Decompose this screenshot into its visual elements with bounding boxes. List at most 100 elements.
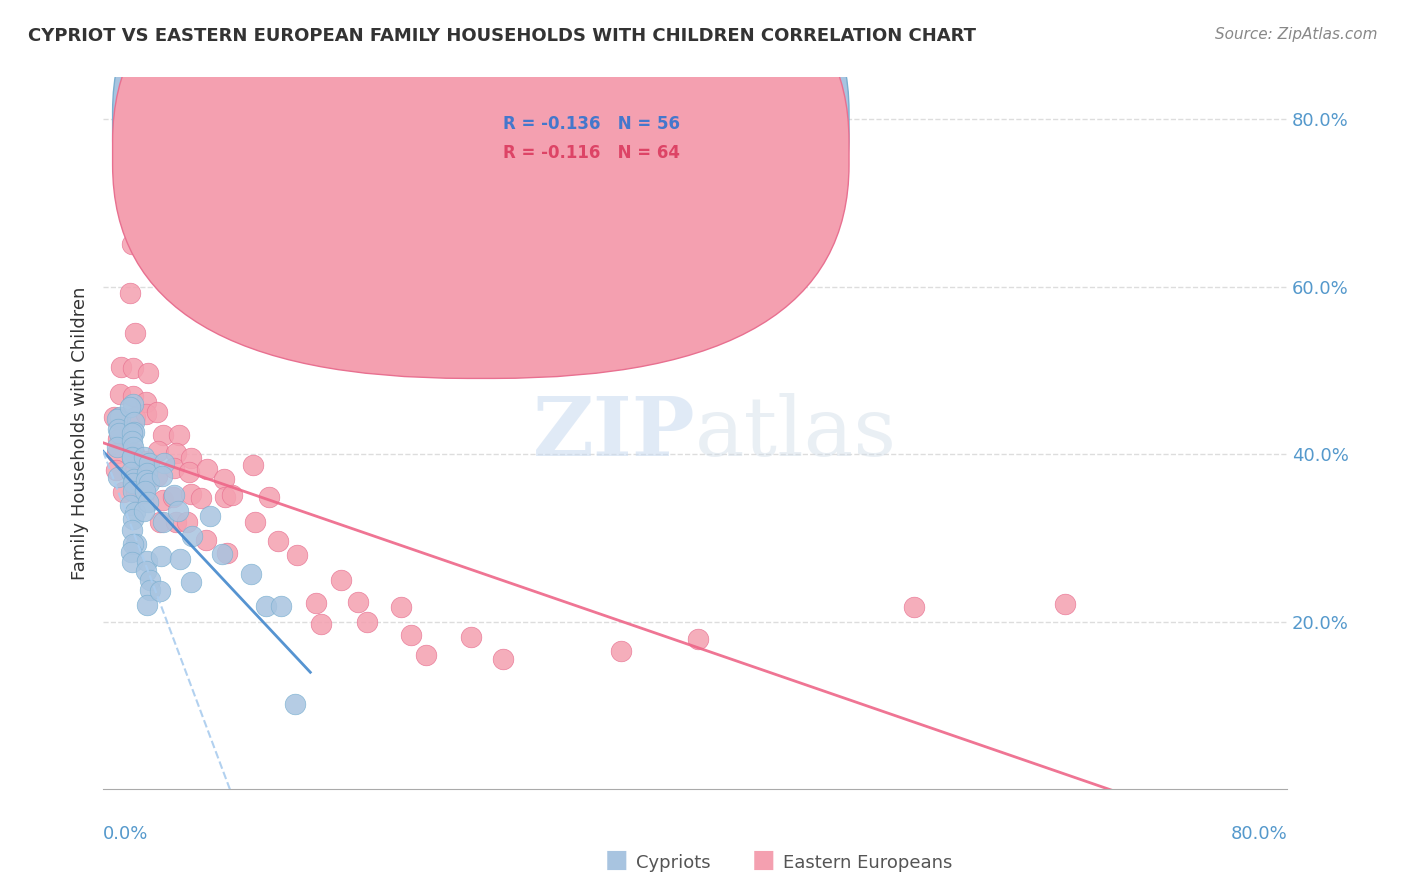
Point: [149, 584, 172, 599]
Point: [122, 472, 145, 486]
Point: [107, 411, 129, 425]
Point: [134, 486, 156, 500]
Point: [121, 537, 143, 551]
Point: [125, 537, 148, 551]
Point: [134, 483, 156, 498]
Point: [121, 523, 143, 537]
Point: [686, 632, 709, 647]
Point: [122, 361, 145, 376]
Point: [198, 509, 221, 524]
Point: [108, 386, 131, 401]
Point: [399, 628, 422, 642]
Point: [152, 515, 174, 529]
Point: [190, 491, 212, 505]
Text: Eastern Europeans: Eastern Europeans: [783, 855, 952, 872]
Point: [165, 515, 187, 529]
Point: [136, 462, 159, 476]
Point: [180, 487, 202, 501]
Point: [105, 412, 128, 426]
Point: [211, 547, 233, 561]
Point: [105, 440, 128, 454]
Point: [138, 456, 160, 470]
Point: [167, 427, 190, 442]
Point: [356, 615, 378, 629]
Text: Source: ZipAtlas.com: Source: ZipAtlas.com: [1215, 27, 1378, 42]
Text: R = -0.136   N = 56: R = -0.136 N = 56: [503, 115, 681, 133]
Point: [215, 546, 238, 560]
Point: [121, 555, 143, 569]
Point: [136, 495, 159, 509]
Point: [122, 475, 145, 490]
Point: [195, 462, 218, 476]
Point: [415, 648, 437, 662]
Point: [180, 450, 202, 465]
Point: [121, 434, 143, 448]
Point: [124, 409, 146, 424]
Point: [121, 425, 143, 440]
Point: [152, 493, 174, 508]
Text: ■: ■: [752, 848, 776, 872]
FancyBboxPatch shape: [112, 0, 849, 350]
Point: [1053, 597, 1076, 611]
Point: [492, 652, 515, 666]
Point: [135, 407, 157, 421]
Point: [149, 516, 172, 530]
Point: [120, 400, 142, 414]
Point: [242, 458, 264, 472]
Point: [165, 446, 187, 460]
Point: [107, 432, 129, 446]
Text: Cypriots: Cypriots: [636, 855, 710, 872]
Point: [120, 544, 142, 558]
Point: [138, 476, 160, 491]
Point: [195, 533, 218, 547]
Point: [145, 468, 167, 483]
Text: 0.0%: 0.0%: [103, 824, 149, 843]
Point: [610, 644, 633, 658]
Text: R = -0.116   N = 64: R = -0.116 N = 64: [503, 144, 681, 161]
Point: [309, 617, 332, 632]
Point: [146, 405, 169, 419]
FancyBboxPatch shape: [112, 0, 849, 378]
Point: [122, 425, 145, 439]
Point: [135, 466, 157, 480]
Point: [212, 472, 235, 486]
Point: [162, 491, 184, 505]
Point: [163, 488, 186, 502]
Point: [107, 470, 129, 484]
Point: [176, 515, 198, 529]
Point: [150, 549, 173, 564]
Point: [903, 599, 925, 614]
Text: ZIP: ZIP: [533, 393, 695, 474]
Point: [330, 573, 353, 587]
Point: [122, 467, 145, 481]
Point: [121, 450, 143, 465]
Point: [257, 490, 280, 504]
Y-axis label: Family Households with Children: Family Households with Children: [72, 286, 89, 580]
Point: [214, 490, 236, 504]
Point: [148, 443, 170, 458]
Point: [240, 566, 263, 581]
Text: 80.0%: 80.0%: [1230, 824, 1286, 843]
Point: [121, 451, 143, 466]
Point: [110, 360, 132, 375]
Point: [134, 450, 156, 465]
Point: [134, 504, 156, 518]
Point: [135, 395, 157, 409]
Point: [389, 599, 412, 614]
Point: [169, 552, 191, 566]
Point: [347, 595, 370, 609]
Point: [163, 461, 186, 475]
Point: [152, 456, 174, 470]
Point: [105, 446, 128, 460]
Point: [179, 465, 201, 479]
Point: [254, 599, 277, 614]
Point: [107, 422, 129, 436]
Point: [124, 505, 146, 519]
Point: [120, 285, 142, 300]
FancyBboxPatch shape: [447, 92, 761, 180]
Text: ■: ■: [605, 848, 628, 872]
Text: atlas: atlas: [695, 393, 897, 474]
Point: [135, 554, 157, 568]
Point: [124, 326, 146, 340]
Point: [270, 599, 292, 613]
